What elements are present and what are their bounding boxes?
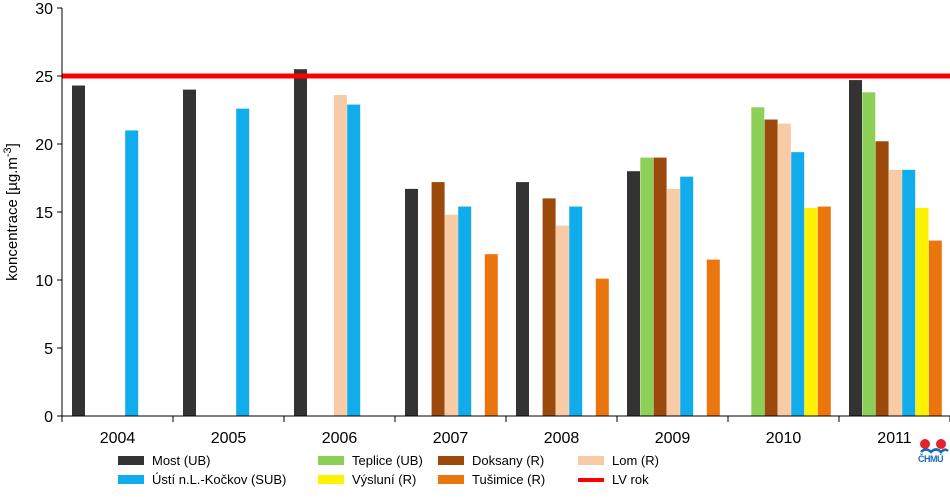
- x-tick-label: 2008: [544, 430, 580, 447]
- legend-item: Most (UB): [118, 452, 318, 469]
- bar-tu-imice-r--2008: [595, 278, 609, 416]
- x-axis-ticks: 2004 2005 2006 2007 2008 2009 2010 2011: [61, 416, 950, 447]
- x-tick-label: 2005: [211, 430, 247, 447]
- y-tick-label: 20: [35, 137, 53, 154]
- bar--st-n-l-ko-kov-sub--2005: [236, 108, 250, 416]
- bar--st-n-l-ko-kov-sub--2004: [125, 130, 139, 416]
- legend-item: Lom (R): [578, 452, 698, 469]
- y-axis-ticks: 0 5 10 15 20 25 30: [35, 1, 62, 426]
- bar-most-ub--2007: [405, 188, 418, 416]
- bar-teplice-ub--2010: [751, 107, 765, 416]
- y-tick-label: 10: [35, 273, 53, 290]
- x-tick-label: 2009: [655, 430, 691, 447]
- x-tick-label: 2004: [100, 430, 136, 447]
- bar--st-n-l-ko-kov-sub--2007: [458, 206, 472, 416]
- bar-most-ub--2004: [72, 85, 85, 417]
- bar--st-n-l-ko-kov-sub--2006: [347, 104, 361, 416]
- legend-label: Ústí n.L.-Kočkov (SUB): [152, 472, 287, 487]
- legend: Most (UB) Teplice (UB) Doksany (R) Lom (R) Ú…: [118, 452, 698, 488]
- x-tick-label: 2007: [433, 430, 469, 447]
- legend-label: LV rok: [612, 472, 649, 487]
- logo-text: ČHMÚ: [918, 454, 944, 464]
- bar-doksany-r--2008: [542, 198, 556, 416]
- bar--st-n-l-ko-kov-sub--2010: [791, 152, 805, 416]
- legend-item: Ústí n.L.-Kočkov (SUB): [118, 471, 318, 488]
- bar-doksany-r--2007: [431, 182, 445, 416]
- bar-doksany-r--2011: [875, 141, 889, 416]
- y-tick-label: 25: [35, 69, 53, 86]
- legend-swatch: [438, 475, 464, 484]
- x-tick-label: 2010: [766, 430, 802, 447]
- legend-swatch: [318, 456, 344, 465]
- legend-swatch: [578, 477, 604, 482]
- bar--st-n-l-ko-kov-sub--2011: [902, 169, 916, 416]
- bar-tu-imice-r--2011: [928, 240, 942, 416]
- legend-label: Teplice (UB): [352, 453, 423, 468]
- logo-symbol: [920, 439, 949, 454]
- legend-label: Lom (R): [612, 453, 659, 468]
- legend-item: Tušimice (R): [438, 471, 578, 488]
- legend-swatch: [318, 475, 344, 484]
- bar-tu-imice-r--2007: [484, 254, 498, 416]
- y-axis-label: koncentrace [µg.m-3]: [2, 143, 21, 281]
- legend-item: Doksany (R): [438, 452, 578, 469]
- legend-label: Výsluní (R): [352, 472, 417, 487]
- bar-lom-r--2007: [444, 214, 458, 416]
- legend-swatch: [118, 456, 144, 465]
- y-tick-label: 15: [35, 205, 53, 222]
- bar-teplice-ub--2009: [640, 157, 654, 416]
- bar-lom-r--2009: [666, 188, 680, 416]
- bar-tu-imice-r--2009: [706, 259, 720, 416]
- bar-tu-imice-r--2010: [817, 206, 831, 416]
- y-tick-label: 30: [35, 1, 53, 18]
- y-axis-label-superscript: -3: [2, 147, 14, 157]
- legend-label: Most (UB): [152, 453, 211, 468]
- bars: [62, 69, 950, 417]
- bar-most-ub--2006: [294, 69, 307, 416]
- legend-item: Teplice (UB): [318, 452, 438, 469]
- bar-v-slun-r--2011: [915, 207, 929, 416]
- x-tick-label: 2011: [877, 430, 912, 447]
- bar--st-n-l-ko-kov-sub--2009: [680, 176, 694, 416]
- legend-swatch: [438, 456, 464, 465]
- y-axis-label-text: koncentrace [µg.m: [4, 157, 21, 281]
- x-tick-label: 2006: [322, 430, 358, 447]
- legend-item: LV rok: [578, 471, 698, 488]
- bar-most-ub--2009: [627, 171, 640, 416]
- bar--st-n-l-ko-kov-sub--2008: [569, 206, 583, 416]
- bar-most-ub--2011: [849, 80, 862, 416]
- legend-item: Výsluní (R): [318, 471, 438, 488]
- y-tick-label: 0: [44, 409, 53, 426]
- legend-swatch: [118, 475, 144, 484]
- bar-doksany-r--2010: [764, 119, 778, 417]
- bar-lom-r--2008: [555, 225, 569, 416]
- legend-label: Tušimice (R): [472, 472, 546, 487]
- legend-swatch: [578, 456, 604, 465]
- bar-teplice-ub--2011: [862, 92, 876, 416]
- y-tick-label: 5: [44, 341, 53, 358]
- chmu-logo-icon: ČHMÚ: [918, 436, 950, 470]
- legend-label: Doksany (R): [472, 453, 545, 468]
- y-axis-label-end: ]: [4, 143, 21, 147]
- bar-lom-r--2010: [777, 123, 791, 416]
- bar-lom-r--2011: [888, 169, 902, 416]
- bar-doksany-r--2009: [653, 157, 667, 416]
- bar-most-ub--2008: [516, 182, 529, 416]
- bar-lom-r--2006: [333, 95, 347, 416]
- bar-v-slun-r--2010: [804, 207, 818, 416]
- bar-most-ub--2005: [183, 89, 196, 416]
